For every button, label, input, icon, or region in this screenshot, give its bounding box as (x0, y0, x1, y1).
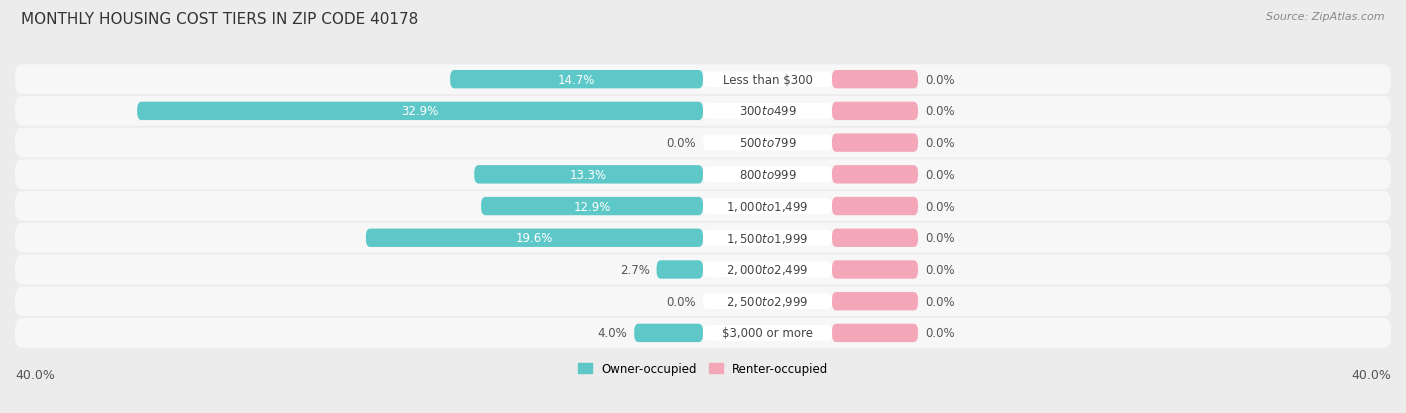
Text: 0.0%: 0.0% (666, 295, 696, 308)
FancyBboxPatch shape (703, 199, 832, 214)
FancyBboxPatch shape (703, 72, 832, 88)
FancyBboxPatch shape (15, 97, 1391, 126)
Legend: Owner-occupied, Renter-occupied: Owner-occupied, Renter-occupied (578, 362, 828, 375)
Text: $500 to $799: $500 to $799 (738, 137, 796, 150)
Text: 2.7%: 2.7% (620, 263, 650, 276)
FancyBboxPatch shape (15, 223, 1391, 253)
FancyBboxPatch shape (15, 192, 1391, 221)
FancyBboxPatch shape (832, 134, 918, 152)
FancyBboxPatch shape (703, 262, 832, 278)
Text: $1,500 to $1,999: $1,500 to $1,999 (727, 231, 808, 245)
Text: $1,000 to $1,499: $1,000 to $1,499 (727, 199, 808, 214)
Text: 0.0%: 0.0% (925, 232, 955, 244)
FancyBboxPatch shape (474, 166, 703, 184)
FancyBboxPatch shape (15, 65, 1391, 95)
Text: 0.0%: 0.0% (925, 263, 955, 276)
FancyBboxPatch shape (657, 261, 703, 279)
Text: 40.0%: 40.0% (1351, 368, 1391, 381)
FancyBboxPatch shape (703, 104, 832, 119)
FancyBboxPatch shape (15, 318, 1391, 348)
FancyBboxPatch shape (703, 167, 832, 183)
FancyBboxPatch shape (481, 197, 703, 216)
FancyBboxPatch shape (832, 292, 918, 311)
FancyBboxPatch shape (15, 287, 1391, 316)
Text: 12.9%: 12.9% (574, 200, 610, 213)
Text: 0.0%: 0.0% (666, 137, 696, 150)
FancyBboxPatch shape (832, 229, 918, 247)
Text: 32.9%: 32.9% (402, 105, 439, 118)
Text: 40.0%: 40.0% (15, 368, 55, 381)
FancyBboxPatch shape (138, 102, 703, 121)
Text: 14.7%: 14.7% (558, 74, 595, 86)
FancyBboxPatch shape (15, 160, 1391, 190)
FancyBboxPatch shape (15, 255, 1391, 285)
FancyBboxPatch shape (832, 261, 918, 279)
FancyBboxPatch shape (703, 294, 832, 309)
Text: Less than $300: Less than $300 (723, 74, 813, 86)
Text: $2,500 to $2,999: $2,500 to $2,999 (727, 294, 808, 309)
FancyBboxPatch shape (703, 230, 832, 246)
FancyBboxPatch shape (832, 197, 918, 216)
FancyBboxPatch shape (832, 324, 918, 342)
Text: MONTHLY HOUSING COST TIERS IN ZIP CODE 40178: MONTHLY HOUSING COST TIERS IN ZIP CODE 4… (21, 12, 419, 27)
Text: $3,000 or more: $3,000 or more (723, 327, 813, 339)
Text: 4.0%: 4.0% (598, 327, 627, 339)
Text: 0.0%: 0.0% (925, 74, 955, 86)
Text: Source: ZipAtlas.com: Source: ZipAtlas.com (1267, 12, 1385, 22)
Text: $300 to $499: $300 to $499 (738, 105, 796, 118)
Text: 0.0%: 0.0% (925, 169, 955, 181)
FancyBboxPatch shape (832, 102, 918, 121)
Text: $800 to $999: $800 to $999 (738, 169, 796, 181)
Text: 0.0%: 0.0% (925, 137, 955, 150)
FancyBboxPatch shape (366, 229, 703, 247)
FancyBboxPatch shape (832, 71, 918, 89)
Text: 19.6%: 19.6% (516, 232, 553, 244)
Text: 0.0%: 0.0% (925, 327, 955, 339)
FancyBboxPatch shape (634, 324, 703, 342)
Text: 0.0%: 0.0% (925, 105, 955, 118)
FancyBboxPatch shape (450, 71, 703, 89)
Text: 0.0%: 0.0% (925, 295, 955, 308)
Text: 13.3%: 13.3% (569, 169, 607, 181)
FancyBboxPatch shape (703, 135, 832, 151)
FancyBboxPatch shape (15, 128, 1391, 158)
Text: 0.0%: 0.0% (925, 200, 955, 213)
Text: $2,000 to $2,499: $2,000 to $2,499 (727, 263, 808, 277)
FancyBboxPatch shape (703, 325, 832, 341)
FancyBboxPatch shape (832, 166, 918, 184)
